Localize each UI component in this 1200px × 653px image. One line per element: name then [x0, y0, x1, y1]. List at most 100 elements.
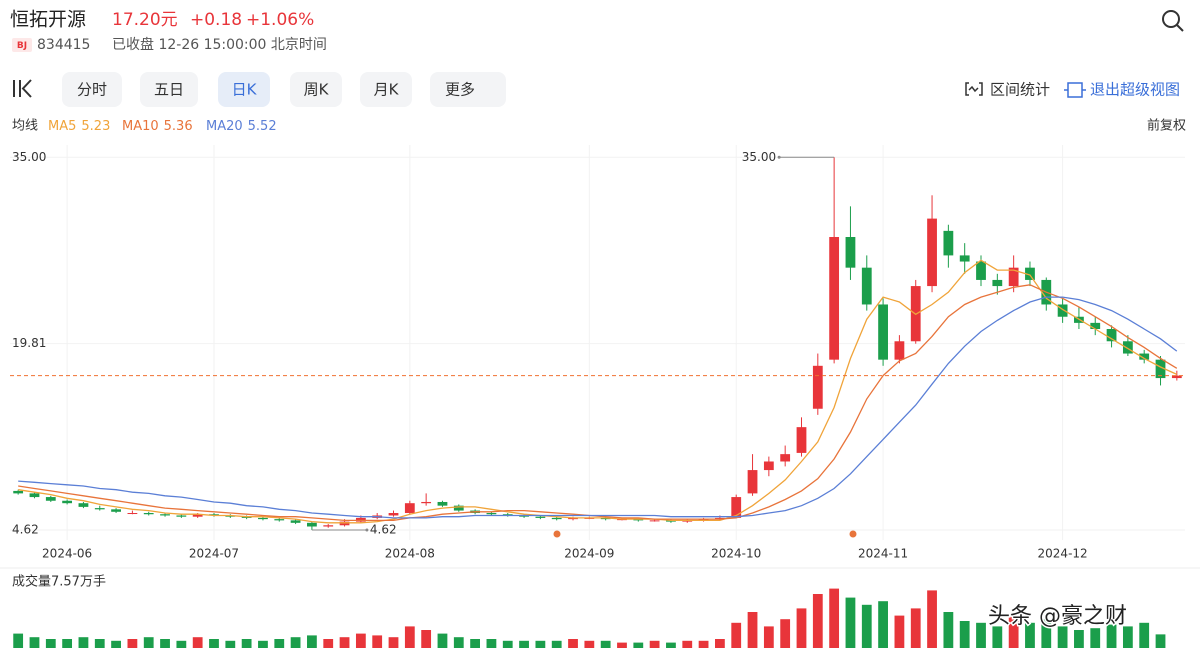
volume-bar — [111, 640, 121, 648]
candle-body — [1025, 267, 1035, 280]
event-marker[interactable] — [553, 530, 561, 538]
watermark: 头条 @豪之财 — [988, 604, 1127, 629]
sidebar-toggle[interactable] — [13, 79, 32, 98]
volume-bar — [290, 637, 301, 648]
search-icon[interactable] — [1162, 10, 1184, 32]
y-tick-label: 35.00 — [12, 150, 46, 164]
tab-bg[interactable] — [290, 72, 342, 107]
volume-bar — [519, 640, 529, 648]
volume-bar — [943, 612, 954, 648]
volume-bar — [633, 642, 644, 648]
candle-body — [878, 304, 888, 360]
volume-bar — [160, 639, 170, 648]
candle-body — [861, 267, 872, 305]
volume-bar — [600, 640, 611, 648]
legend-entry[interactable]: MA10 5.36 — [122, 119, 193, 134]
legend-entry[interactable]: MA5 5.23 — [48, 119, 110, 134]
candle-body — [1057, 304, 1068, 317]
volume-bar — [1122, 626, 1133, 648]
tab[interactable]: 更多 — [445, 81, 475, 99]
exchange-badge — [12, 38, 32, 52]
candle-body — [1106, 329, 1117, 342]
volume-bar — [1139, 622, 1150, 648]
volume-bar — [241, 639, 252, 648]
tab-bg[interactable] — [430, 72, 506, 107]
candle-body — [829, 237, 840, 360]
volume-bar — [1106, 624, 1117, 648]
legend-value: 5.52 — [248, 119, 277, 134]
candle-body — [976, 261, 986, 280]
range-stats-icon — [965, 82, 983, 96]
legend-name: MA10 — [122, 119, 159, 134]
candle-body — [1155, 359, 1166, 379]
volume-bar — [715, 639, 725, 648]
volume-bar — [698, 640, 709, 648]
volume-bar — [682, 640, 693, 648]
volume-bar — [780, 619, 791, 648]
volume-bar — [470, 639, 480, 648]
ma-line — [18, 296, 1178, 519]
tab[interactable]: 分时 — [77, 81, 107, 99]
candle-body — [943, 230, 954, 256]
volume-bar — [307, 635, 317, 648]
exit-icon — [1064, 82, 1086, 98]
candle-body — [290, 520, 301, 523]
volume-bar — [861, 604, 872, 648]
volume-bar — [584, 640, 595, 648]
candle-body — [894, 341, 905, 360]
candle-body — [1171, 375, 1182, 379]
candle-body — [94, 508, 105, 510]
volume-bar — [1041, 619, 1052, 648]
exit-view[interactable]: 退出超级视图 — [1090, 81, 1180, 99]
volume-bar — [878, 601, 888, 648]
volume-bar — [763, 626, 774, 648]
tab[interactable]: 月K — [374, 81, 400, 99]
tab[interactable]: 五日 — [154, 81, 184, 99]
candle-body — [633, 519, 644, 521]
tab-bg[interactable] — [140, 72, 198, 107]
volume-bar — [78, 637, 89, 648]
change: +0.18 — [190, 10, 242, 30]
tab-bg[interactable] — [218, 72, 270, 107]
change-pct: +1.06% — [246, 10, 314, 30]
candle-body — [486, 513, 497, 515]
candle-body — [959, 255, 970, 262]
volume-bar — [845, 597, 856, 648]
volume-bar — [747, 612, 758, 648]
volume-bar — [551, 640, 562, 648]
adjust-label[interactable]: 前复权 — [1147, 118, 1186, 134]
volume-bar — [258, 640, 268, 648]
volume-bar — [225, 640, 236, 648]
volume-bar — [143, 637, 154, 648]
tab[interactable]: 周K — [304, 81, 330, 99]
event-marker[interactable] — [849, 530, 857, 538]
volume-bar — [829, 588, 840, 648]
volume-bar — [649, 640, 660, 648]
volume-bar — [94, 639, 105, 648]
y-tick-label: 4.62 — [12, 522, 39, 536]
candle-body — [1139, 353, 1150, 360]
x-tick-label: 2024-07 — [189, 547, 239, 561]
price: 17.20元 — [112, 10, 178, 30]
volume-bar — [910, 608, 921, 648]
x-tick-label: 2024-12 — [1038, 547, 1088, 561]
tab[interactable]: 日K — [232, 81, 258, 99]
volume-bar — [404, 626, 415, 648]
ma-line — [18, 284, 1178, 522]
legend-entry[interactable]: MA20 5.52 — [206, 119, 277, 134]
volume-bar — [486, 639, 497, 648]
volume-bar — [421, 630, 432, 648]
tab-bg[interactable] — [360, 72, 412, 107]
volume-bar — [1025, 622, 1035, 648]
tab-bg[interactable] — [62, 72, 122, 107]
volume-bar — [274, 639, 285, 648]
candle-body — [780, 454, 791, 462]
candle-body — [763, 461, 774, 471]
candle-body — [45, 497, 56, 501]
volume-bar — [894, 615, 905, 648]
candle-body — [29, 493, 40, 498]
range-stats[interactable]: 区间统计 — [990, 81, 1050, 99]
candle-body — [845, 237, 856, 268]
legend-title: 均线 — [12, 119, 38, 134]
